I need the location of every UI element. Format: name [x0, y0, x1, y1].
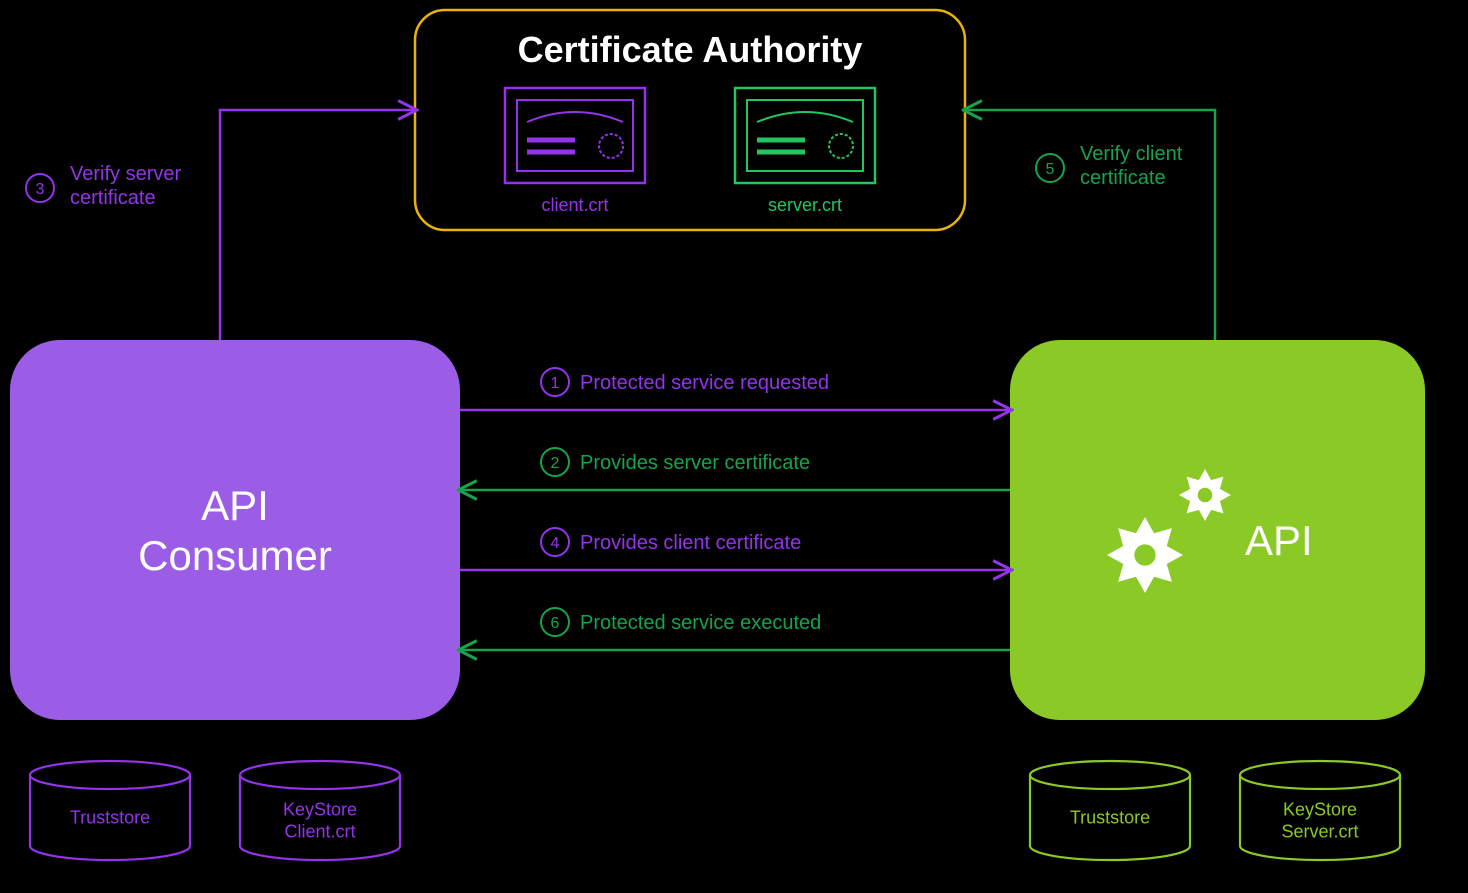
- step-6-number: 6: [551, 615, 560, 632]
- handshake-arrows: 1 Protected service requested 2 Provides se…: [460, 368, 1010, 650]
- client-cert-icon-label: client.crt: [541, 195, 608, 215]
- client-cert-icon: client.crt: [505, 88, 645, 215]
- step-5-label-l2: certificate: [1080, 167, 1166, 189]
- step-6-label: Protected service executed: [580, 612, 821, 634]
- step-3-number: 3: [36, 181, 45, 198]
- step-3-label-l1: Verify server: [70, 163, 181, 185]
- step-2-label: Provides server certificate: [580, 452, 810, 474]
- consumer-keystore-cylinder-label-2: Client.crt: [284, 822, 355, 842]
- step-5-label-l1: Verify client: [1080, 143, 1183, 165]
- api-truststore-cylinder-label-1: Truststore: [1070, 808, 1150, 828]
- certificate-authority-box: Certificate Authority client.crt server.cr…: [415, 10, 965, 230]
- gear-icon: [1179, 469, 1231, 521]
- api-label: API: [1245, 517, 1313, 564]
- api-keystore-cylinder-label-2: Server.crt: [1281, 822, 1358, 842]
- mtls-diagram: Certificate Authority client.crt server.cr…: [0, 0, 1468, 893]
- api-truststore-cylinder: Truststore: [1030, 761, 1190, 860]
- step-2-number: 2: [551, 455, 560, 472]
- api-consumer-label-1: API: [201, 482, 269, 529]
- step-1-label: Protected service requested: [580, 372, 829, 394]
- consumer-keystore-cylinder: KeyStoreClient.crt: [240, 761, 400, 860]
- consumer-truststore-cylinder: Truststore: [30, 761, 190, 860]
- datastores: TruststoreKeyStoreClient.crtTruststoreKe…: [30, 761, 1400, 860]
- ca-title: Certificate Authority: [518, 29, 863, 70]
- step-4-label: Provides client certificate: [580, 532, 801, 554]
- api-consumer-box: APIConsumer: [10, 340, 460, 720]
- consumer-truststore-cylinder-label-1: Truststore: [70, 808, 150, 828]
- step-1-number: 1: [551, 375, 560, 392]
- step-5-number: 5: [1046, 161, 1055, 178]
- server-cert-icon-label: server.crt: [768, 195, 842, 215]
- verify-arrows: 3Verify servercertificate5Verify clientc…: [26, 110, 1215, 340]
- api-consumer-label-2: Consumer: [138, 532, 332, 579]
- api-box: API: [1010, 340, 1425, 720]
- api-keystore-cylinder: KeyStoreServer.crt: [1240, 761, 1400, 860]
- arrow-step-3: [220, 110, 415, 340]
- step-4-number: 4: [551, 535, 560, 552]
- gear-icon: [1107, 517, 1183, 593]
- consumer-keystore-cylinder-label-1: KeyStore: [283, 800, 357, 820]
- server-cert-icon: server.crt: [735, 88, 875, 215]
- api-keystore-cylinder-label-1: KeyStore: [1283, 800, 1357, 820]
- step-3-label-l2: certificate: [70, 187, 156, 209]
